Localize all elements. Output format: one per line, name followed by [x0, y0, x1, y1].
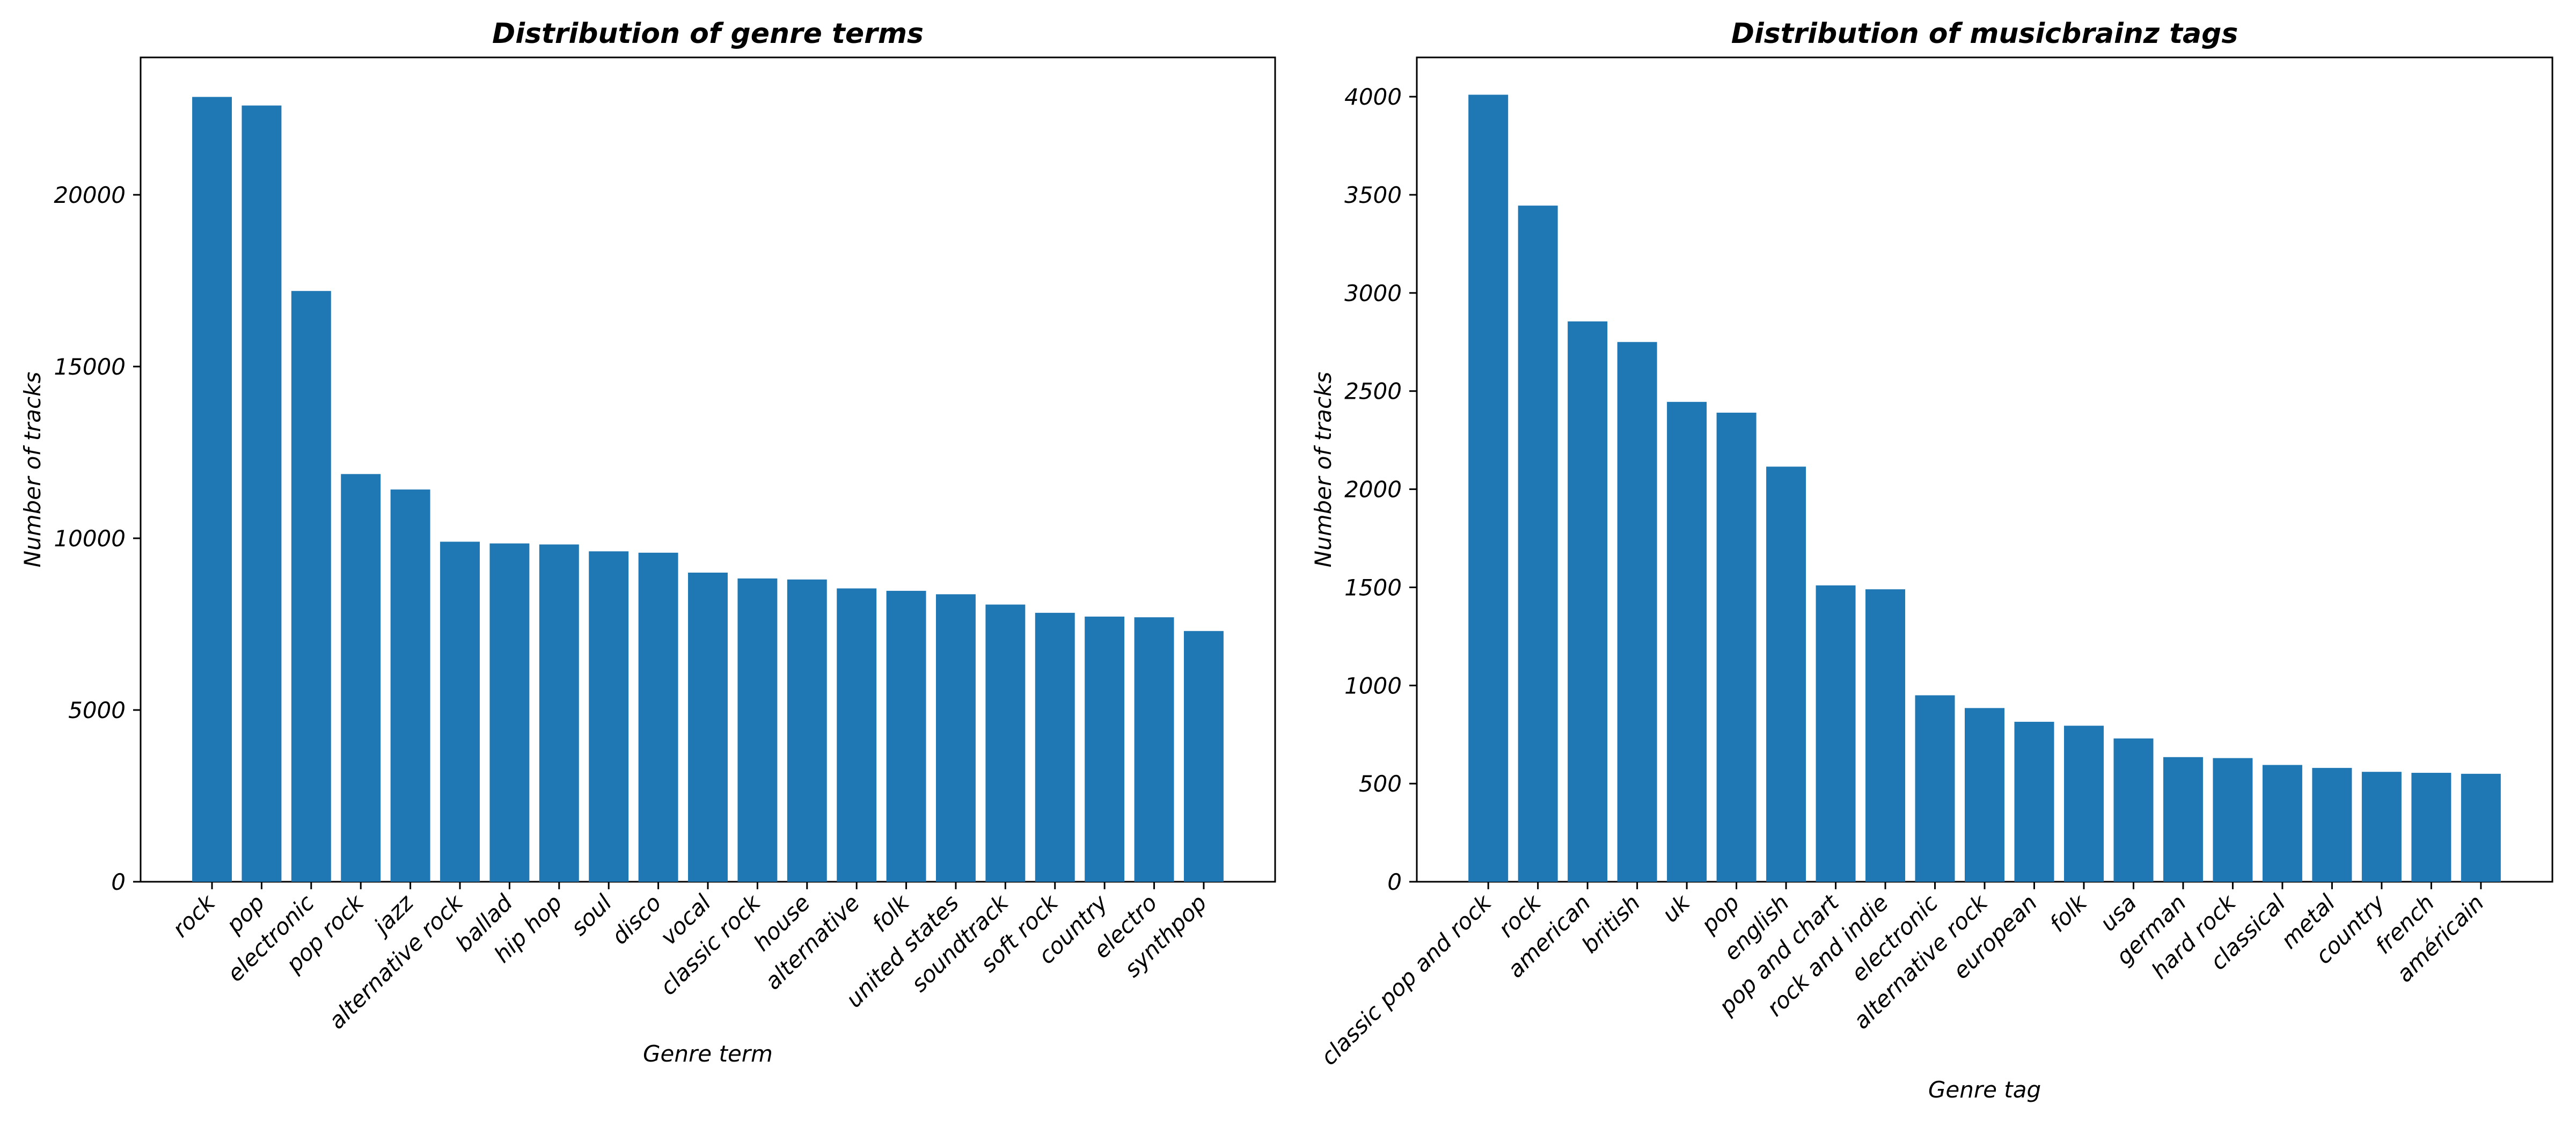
y-axis-label: Number of tracks: [19, 372, 46, 568]
bar: [936, 594, 976, 882]
bar: [1667, 401, 1707, 882]
y-ticks-musicbrainz-tags: 0 500 1000 1500 2000 2500 3000 3500 4000: [1344, 84, 1417, 895]
bar: [1965, 708, 2004, 882]
bar: [1766, 466, 1806, 882]
y-ticks-genre-terms: 0 5000 10000 15000 20000: [54, 182, 141, 895]
y-tick-label: 1500: [1344, 574, 1402, 601]
y-tick-label: 0: [111, 869, 126, 895]
bar: [2113, 738, 2154, 882]
y-tick-label: 5000: [68, 697, 126, 723]
y-tick-label: 3500: [1344, 182, 1402, 208]
y-tick-label: 0: [1387, 869, 1402, 895]
bar: [837, 588, 877, 882]
bar: [341, 474, 381, 882]
y-tick-label: 500: [1359, 771, 1402, 797]
bar: [1816, 585, 1856, 882]
bar: [886, 590, 926, 882]
bar: [589, 551, 629, 882]
bar: [440, 541, 480, 882]
bar: [1915, 695, 1955, 882]
bar: [688, 573, 728, 882]
bar: [2361, 772, 2402, 882]
y-tick-label: 1000: [1344, 672, 1402, 699]
bar: [1716, 412, 1757, 882]
bars-musicbrainz-tags: [1468, 94, 2501, 882]
y-tick-label: 2000: [1344, 477, 1402, 503]
y-tick-label: 20000: [54, 182, 126, 208]
x-tick-label: uk: [1657, 889, 1695, 927]
bar: [1183, 631, 1224, 882]
bar: [737, 578, 778, 882]
bar: [2213, 758, 2253, 882]
bar: [192, 97, 232, 882]
y-tick-label: 2500: [1344, 378, 1402, 405]
y-tick-label: 15000: [54, 354, 126, 380]
chart-title: Distribution of genre terms: [492, 18, 924, 50]
x-tick-label: folk: [2044, 889, 2092, 937]
bar: [638, 552, 678, 882]
x-tick-label: classic pop and rock: [1315, 889, 1497, 1070]
y-tick-label: 4000: [1344, 84, 1402, 110]
bar: [1085, 616, 1125, 882]
bar: [1518, 206, 1558, 882]
bar: [390, 489, 430, 882]
bar: [489, 543, 530, 882]
chart-genre-terms: 0 5000 10000 15000 20000 rock popelectronicpo…: [19, 18, 1276, 1067]
bar: [2262, 765, 2302, 882]
bar: [2461, 773, 2501, 882]
bar: [291, 291, 331, 882]
bar: [2014, 721, 2054, 882]
bar: [1035, 612, 1075, 882]
bar: [2312, 767, 2352, 882]
y-tick-label: 10000: [54, 525, 126, 552]
bar: [1468, 94, 1509, 882]
bar: [2163, 757, 2203, 882]
x-axis-label: Genre tag: [1928, 1077, 2041, 1103]
chart-title: Distribution of musicbrainz tags: [1731, 18, 2238, 50]
bar: [539, 544, 579, 882]
bar: [1865, 589, 1906, 882]
y-tick-label: 3000: [1344, 280, 1402, 306]
chart-musicbrainz-tags: 0 500 1000 1500 2000 2500 3000 3500 4000 classic…: [1310, 18, 2553, 1103]
bar: [241, 105, 282, 882]
bar: [1617, 342, 1657, 882]
bar: [985, 604, 1026, 882]
x-tick-label: rock: [167, 889, 221, 942]
bar: [1568, 321, 1608, 882]
bar: [2063, 726, 2104, 882]
bar: [1134, 617, 1174, 882]
bars-genre-terms: [192, 97, 1224, 882]
x-tick-label: disco: [606, 889, 667, 949]
y-axis-label: Number of tracks: [1310, 372, 1336, 568]
bar: [787, 579, 827, 882]
x-axis-label: Genre term: [643, 1041, 773, 1067]
bar: [2411, 773, 2451, 882]
